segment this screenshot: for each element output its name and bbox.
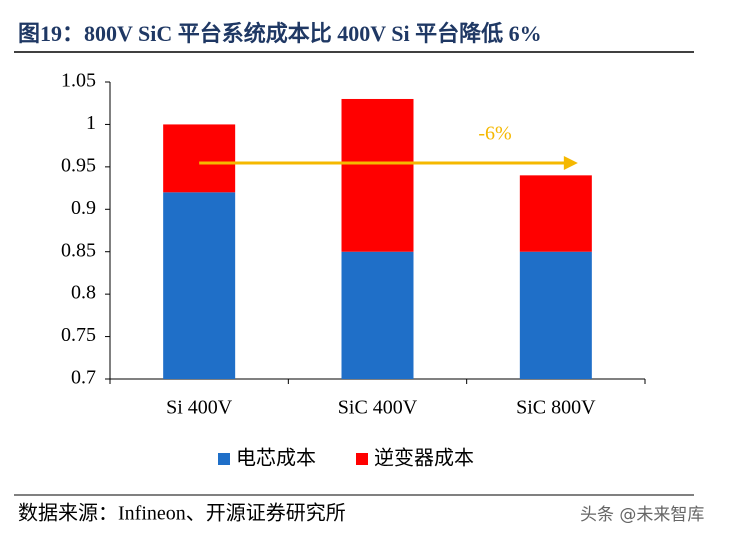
- watermark: 头条 @未来智库: [580, 505, 704, 525]
- y-tick-label: 0.95: [61, 154, 96, 176]
- y-tick-label: 1.05: [61, 70, 96, 92]
- source: 数据来源：Infineon、开源证券研究所: [18, 502, 346, 525]
- y-tick-label: 0.8: [71, 282, 96, 304]
- y-tick-label: 1: [86, 112, 96, 134]
- x-tick-label: SiC 400V: [338, 397, 418, 419]
- y-tick-label: 0.75: [61, 324, 96, 346]
- arrow-head: [563, 156, 578, 170]
- y-tick-label: 0.9: [71, 197, 96, 219]
- x-tick-label: Si 400V: [166, 397, 233, 419]
- x-tick-label: SiC 800V: [516, 397, 596, 419]
- chart-title: 图19：800V SiC 平台系统成本比 400V Si 平台降低 6%: [18, 21, 542, 46]
- annotation: -6%: [478, 123, 511, 145]
- legend-swatch: [218, 453, 230, 465]
- y-tick-label: 0.7: [71, 367, 96, 389]
- bar-segment: [519, 175, 592, 252]
- bar-segment: [163, 192, 236, 379]
- y-tick-label: 0.85: [61, 239, 96, 261]
- bar-segment: [519, 251, 592, 379]
- legend-label: 逆变器成本: [374, 447, 474, 470]
- legend-swatch: [356, 453, 368, 465]
- bar-segment: [163, 124, 236, 193]
- bar-segment: [341, 251, 414, 379]
- legend-label: 电芯成本: [236, 447, 316, 470]
- bar-segment: [341, 98, 414, 252]
